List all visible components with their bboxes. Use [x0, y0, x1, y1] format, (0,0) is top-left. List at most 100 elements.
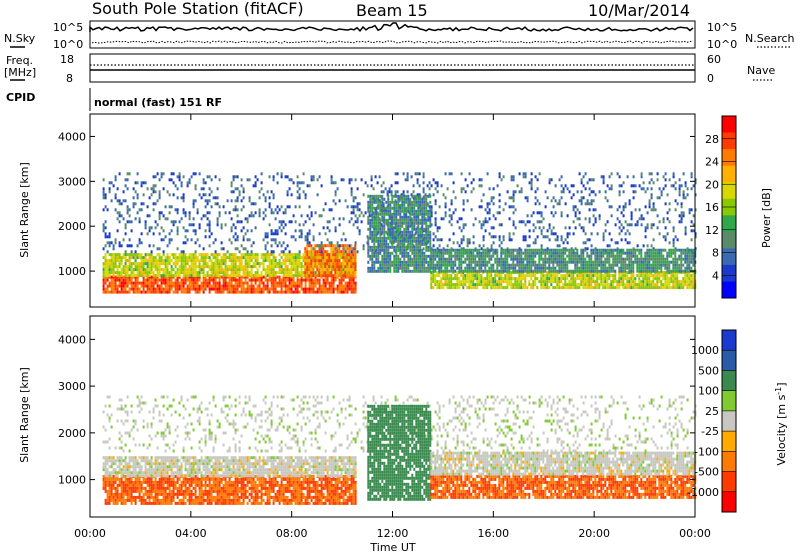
heatmap-cell — [230, 241, 233, 245]
heatmap-cell — [350, 247, 353, 251]
heatmap-cell — [652, 238, 655, 242]
heatmap-cell — [626, 274, 629, 278]
heatmap-cell — [302, 265, 305, 269]
heatmap-cell — [480, 226, 483, 230]
heatmap-cell — [419, 248, 422, 252]
heatmap-cell — [504, 260, 507, 264]
heatmap-cell — [140, 281, 143, 285]
heatmap-cell — [388, 190, 391, 194]
heatmap-cell — [430, 248, 433, 252]
heatmap-cell — [448, 283, 451, 287]
heatmap-cell — [586, 238, 589, 242]
heatmap-cell — [417, 269, 420, 273]
heatmap-cell — [417, 254, 420, 258]
heatmap-cell — [383, 215, 386, 219]
heatmap-cell — [514, 280, 517, 284]
heatmap-cell — [306, 287, 309, 291]
heatmap-cell — [620, 280, 623, 284]
heatmap-cell — [377, 254, 380, 258]
heatmap-cell — [462, 277, 465, 281]
heatmap-cell — [566, 274, 569, 278]
heatmap-cell — [421, 248, 424, 252]
heatmap-cell — [369, 224, 372, 228]
heatmap-cell — [688, 274, 691, 278]
heatmap-cell — [192, 256, 195, 260]
heatmap-cell — [429, 218, 432, 222]
heatmap-cell — [254, 262, 257, 266]
heatmap-cell — [458, 248, 461, 252]
heatmap-cell — [250, 281, 253, 285]
heatmap-cell — [415, 218, 418, 222]
heatmap-cell — [172, 262, 175, 266]
heatmap-cell — [322, 290, 325, 294]
heatmap-cell — [176, 274, 179, 278]
heatmap-cell — [664, 235, 667, 239]
heatmap-cell — [492, 266, 495, 270]
heatmap-cell — [367, 239, 370, 243]
heatmap-cell — [688, 286, 691, 290]
heatmap-cell — [542, 277, 545, 281]
heatmap-cell — [442, 263, 445, 267]
heatmap-cell — [620, 211, 623, 215]
heatmap-cell — [114, 208, 117, 212]
heatmap-cell — [411, 203, 414, 207]
heatmap-cell — [401, 263, 404, 267]
heatmap-cell — [526, 244, 529, 248]
heatmap-cell — [230, 184, 233, 188]
heatmap-cell — [560, 238, 563, 242]
heatmap-cell — [432, 238, 435, 242]
heatmap-cell — [216, 281, 219, 285]
heatmap-cell — [540, 229, 543, 233]
heatmap-cell — [272, 271, 275, 275]
heatmap-cell — [104, 271, 107, 275]
cpid-text: normal (fast) 151 RF — [94, 96, 222, 109]
heatmap-cell — [472, 235, 475, 239]
heatmap-cell — [232, 208, 235, 212]
heatmap-cell — [371, 203, 374, 207]
heatmap-cell — [130, 229, 133, 233]
heatmap-cell — [190, 253, 193, 257]
heatmap-cell — [212, 274, 215, 278]
heatmap-cell — [634, 223, 637, 227]
heatmap-cell — [242, 205, 245, 209]
heatmap-cell — [268, 253, 271, 257]
heatmap-cell — [416, 172, 419, 176]
heatmap-cell — [148, 229, 151, 233]
heatmap-cell — [280, 290, 283, 294]
heatmap-cell — [176, 259, 179, 263]
heatmap-cell — [375, 215, 378, 219]
heatmap-cell — [415, 200, 418, 204]
heatmap-cell — [536, 220, 539, 224]
heatmap-cell — [254, 281, 257, 285]
heatmap-cell — [140, 268, 143, 272]
heatmap-cell — [188, 211, 191, 215]
heatmap-cell — [417, 233, 420, 237]
heatmap-cell — [448, 269, 451, 273]
heatmap-cell — [146, 284, 149, 288]
heatmap-cell — [538, 226, 541, 230]
heatmap-cell — [472, 280, 475, 284]
heatmap-cell — [377, 257, 380, 261]
heatmap-cell — [206, 199, 209, 203]
heatmap-cell — [226, 287, 229, 291]
heatmap-cell — [160, 274, 163, 278]
heatmap-cell — [290, 256, 293, 260]
heatmap-cell — [222, 253, 225, 257]
heatmap-cell — [638, 286, 641, 290]
heatmap-cell — [474, 217, 477, 221]
heatmap-cell — [446, 274, 449, 278]
heatmap-cell — [618, 205, 621, 209]
heatmap-cell — [582, 280, 585, 284]
heatmap-cell — [338, 281, 341, 285]
heatmap-cell — [478, 248, 481, 252]
heatmap-cell — [182, 274, 185, 278]
heatmap-cell — [498, 193, 501, 197]
heatmap-cell — [472, 257, 475, 261]
heatmap-cell — [452, 263, 455, 267]
heatmap-cell — [230, 181, 233, 185]
heatmap-cell — [242, 265, 245, 269]
heatmap-cell — [401, 236, 404, 240]
heatmap-cell — [397, 197, 400, 201]
heatmap-cell — [421, 257, 424, 261]
heatmap-cell — [344, 259, 347, 263]
